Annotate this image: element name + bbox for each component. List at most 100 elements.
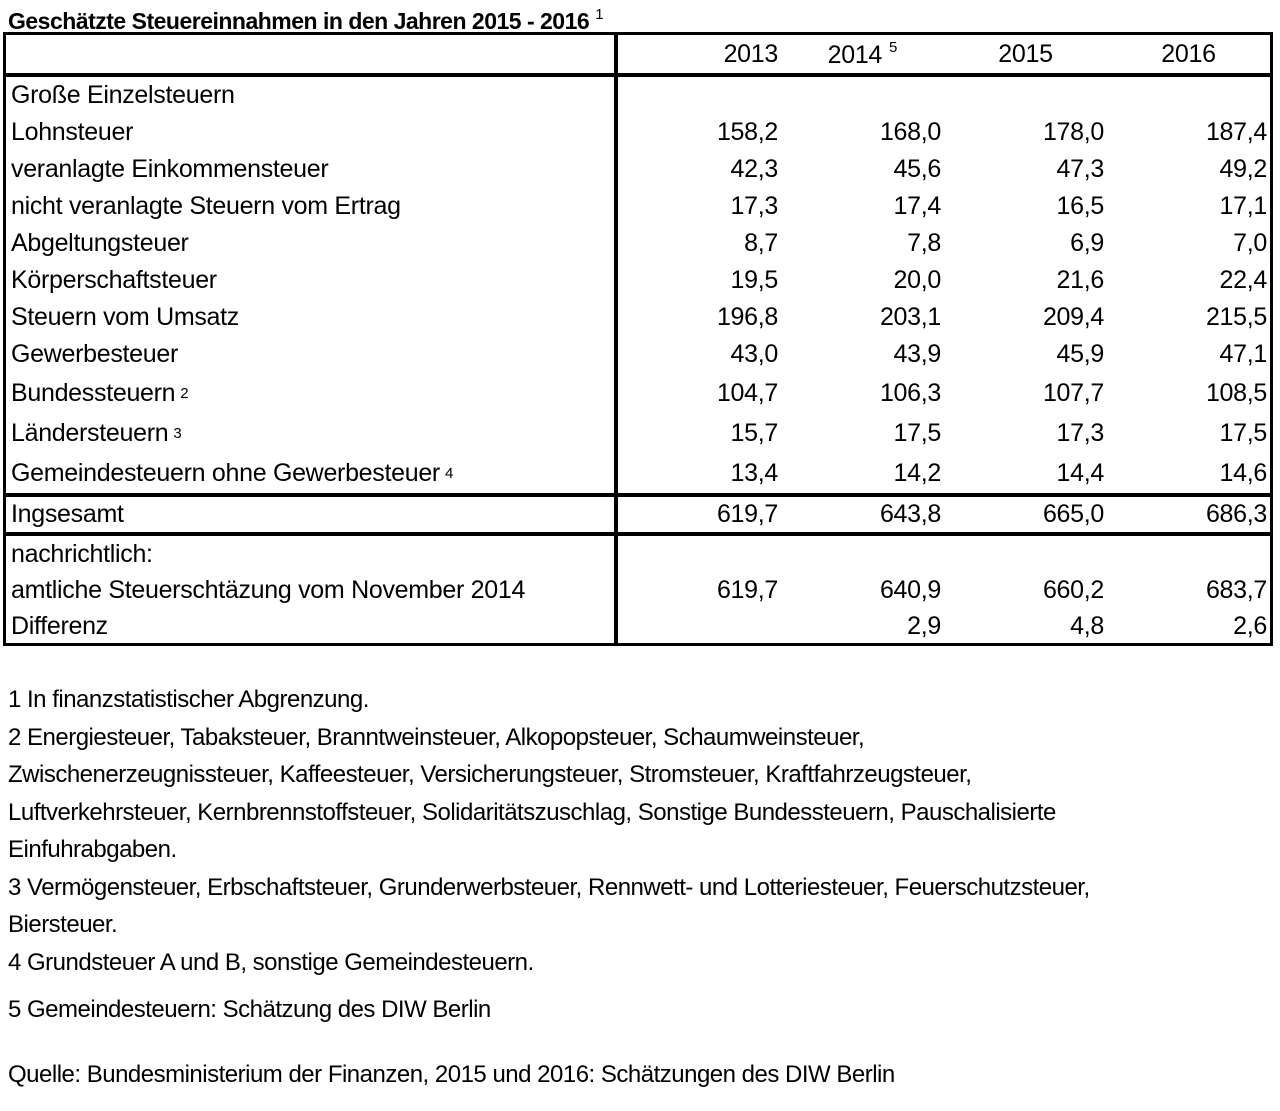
footnote-line: Biersteuer. — [8, 911, 118, 938]
value-cell: 43,9 — [893, 340, 942, 368]
row-label: amtliche Steuerschtäzung vom November 20… — [6, 572, 618, 609]
page-title-text: Geschätzte Steuereinnahmen in den Jahren… — [8, 8, 590, 34]
header-label-cell — [6, 35, 618, 73]
value-cell: 108,5 — [1205, 378, 1267, 407]
table-row: Lohnsteuer 158,2 168,0 178,0 187,4 — [6, 114, 1270, 151]
table-row: Große Einzelsteuern — [6, 77, 1270, 114]
footnote-ref: 3 — [173, 424, 182, 442]
row-label: Gewerbesteuer — [6, 336, 618, 373]
footnotes-block: 1 In finanzstatistischer Abgrenzung. 2 E… — [8, 681, 1280, 1029]
value-cell: 14,6 — [1219, 458, 1268, 487]
value-cell: 665,0 — [1042, 500, 1104, 528]
value-cell: 660,2 — [1042, 576, 1104, 604]
footnote-line: 5 Gemeindesteuern: Schätzung des DIW Ber… — [8, 996, 491, 1023]
value-cell: 45,6 — [893, 155, 942, 183]
footnote-ref: 4 — [444, 464, 454, 482]
value-cell: 203,1 — [879, 303, 941, 331]
footnote: 4 Grundsteuer A und B, sonstige Gemeinde… — [8, 944, 1280, 982]
value-cell: 6,9 — [1070, 229, 1104, 257]
table-row: Steuern vom Umsatz 196,8 203,1 209,4 215… — [6, 299, 1270, 336]
column-header-2016: 2016 — [1161, 39, 1216, 68]
value-cell: 47,3 — [1056, 155, 1105, 183]
value-cell: 13,4 — [730, 458, 779, 487]
table-row: Differenz 2,9 4,8 2,6 — [6, 609, 1270, 643]
source-line: Quelle: Bundesministerium der Finanzen, … — [8, 1060, 895, 1088]
total-row: Ingsesamt 619,7 643,8 665,0 686,3 — [6, 497, 1270, 532]
row-label: Ländersteuern 3 — [6, 413, 618, 453]
value-cell: 187,4 — [1205, 118, 1267, 146]
value-cell: 215,5 — [1205, 303, 1267, 331]
value-cell: 47,1 — [1219, 340, 1268, 368]
footnote: 2 Energiesteuer, Tabaksteuer, Branntwein… — [8, 719, 1280, 869]
value-cell: 17,5 — [893, 418, 942, 447]
table-row: veranlagte Einkommensteuer 42,3 45,6 47,… — [6, 151, 1270, 188]
footnote-line: Luftverkehrsteuer, Kernbrennstoffsteuer,… — [8, 798, 1056, 826]
footnote-line: Zwischenerzeugnissteuer, Kaffeesteuer, V… — [8, 761, 972, 788]
column-header-2013: 2013 — [723, 39, 779, 68]
value-cell: 7,8 — [907, 229, 941, 257]
table-row: nachrichtlich: — [6, 536, 1270, 572]
value-cell: 17,3 — [1056, 418, 1105, 447]
page-title: Geschätzte Steuereinnahmen in den Jahren… — [0, 0, 1280, 34]
table-memo-section: nachrichtlich: amtliche Steuerschtäzung … — [6, 532, 1270, 643]
tax-table: 2013 2014 5 2015 2016 Große Einzelsteuern… — [3, 32, 1273, 646]
row-label: Differenz — [6, 609, 618, 643]
table-row: Ländersteuern 3 15,7 17,5 17,3 17,5 — [6, 413, 1270, 453]
value-cell: 16,5 — [1056, 192, 1105, 220]
value-cell: 22,4 — [1219, 266, 1268, 294]
title-footnote-ref: 1 — [595, 6, 604, 23]
table-row: Abgeltungsteuer 8,7 7,8 6,9 7,0 — [6, 225, 1270, 262]
row-label: Steuern vom Umsatz — [6, 299, 618, 336]
value-cell: 19,5 — [730, 266, 779, 294]
row-label: Körperschaftsteuer — [6, 262, 618, 299]
table-row: Gemeindesteuern ohne Gewerbesteuer 4 13,4… — [6, 453, 1270, 493]
value-cell: 619,7 — [716, 576, 778, 604]
row-label: Ingsesamt — [6, 497, 618, 532]
value-cell: 686,3 — [1205, 500, 1267, 528]
footnote-line: 1 In finanzstatistischer Abgrenzung. — [8, 686, 369, 713]
value-cell: 42,3 — [730, 155, 779, 183]
footnote-line: Einfuhrabgaben. — [8, 836, 177, 863]
value-cell: 107,7 — [1042, 378, 1104, 407]
table-row: Körperschaftsteuer 19,5 20,0 21,6 22,4 — [6, 262, 1270, 299]
row-label: veranlagte Einkommensteuer — [6, 151, 618, 188]
table-row: Gewerbesteuer 43,0 43,9 45,9 47,1 — [6, 336, 1270, 373]
value-cell: 14,2 — [893, 458, 942, 487]
value-cell: 619,7 — [716, 500, 778, 528]
value-cell: 640,9 — [879, 576, 941, 604]
value-cell: 49,2 — [1219, 155, 1268, 183]
value-cell: 14,4 — [1056, 458, 1105, 487]
footnote-line: 3 Vermögensteuer, Erbschaftsteuer, Grund… — [8, 873, 1090, 901]
row-label: Große Einzelsteuern — [6, 77, 618, 114]
table-total-section: Ingsesamt 619,7 643,8 665,0 686,3 — [6, 493, 1270, 532]
value-cell: 17,4 — [893, 192, 942, 220]
footnote-line: 2 Energiesteuer, Tabaksteuer, Branntwein… — [8, 723, 865, 751]
value-cell: 15,7 — [730, 418, 779, 447]
value-cell: 17,5 — [1219, 418, 1268, 447]
table-row: nicht veranlagte Steuern vom Ertrag 17,3… — [6, 188, 1270, 225]
value-cell: 643,8 — [879, 500, 941, 528]
table-header-section: 2013 2014 5 2015 2016 — [6, 35, 1270, 73]
value-cell: 104,7 — [716, 378, 778, 407]
row-label: nachrichtlich: — [6, 536, 618, 572]
footnote-ref: 2 — [180, 384, 189, 402]
row-label: nicht veranlagte Steuern vom Ertrag — [6, 188, 618, 225]
value-cell: 43,0 — [730, 340, 779, 368]
row-label: Abgeltungsteuer — [6, 225, 618, 262]
footnote-ref: 5 — [889, 38, 898, 56]
value-cell: 8,7 — [744, 229, 778, 257]
row-label: Gemeindesteuern ohne Gewerbesteuer 4 — [6, 453, 618, 493]
value-cell: 45,9 — [1056, 340, 1105, 368]
value-cell: 4,8 — [1070, 611, 1104, 640]
value-cell: 158,2 — [716, 118, 778, 146]
footnote: 1 In finanzstatistischer Abgrenzung. — [8, 681, 1280, 719]
value-cell: 17,3 — [730, 192, 779, 220]
value-cell: 2,6 — [1233, 611, 1267, 640]
value-cell: 106,3 — [879, 378, 941, 407]
value-cell: 178,0 — [1042, 118, 1104, 146]
table-body-section: Große Einzelsteuern Lohnsteuer 158,2 168… — [6, 73, 1270, 493]
value-cell: 683,7 — [1205, 576, 1267, 604]
row-label: Lohnsteuer — [6, 114, 618, 151]
table-header-row: 2013 2014 5 2015 2016 — [6, 35, 1270, 73]
value-cell: 196,8 — [716, 303, 778, 331]
